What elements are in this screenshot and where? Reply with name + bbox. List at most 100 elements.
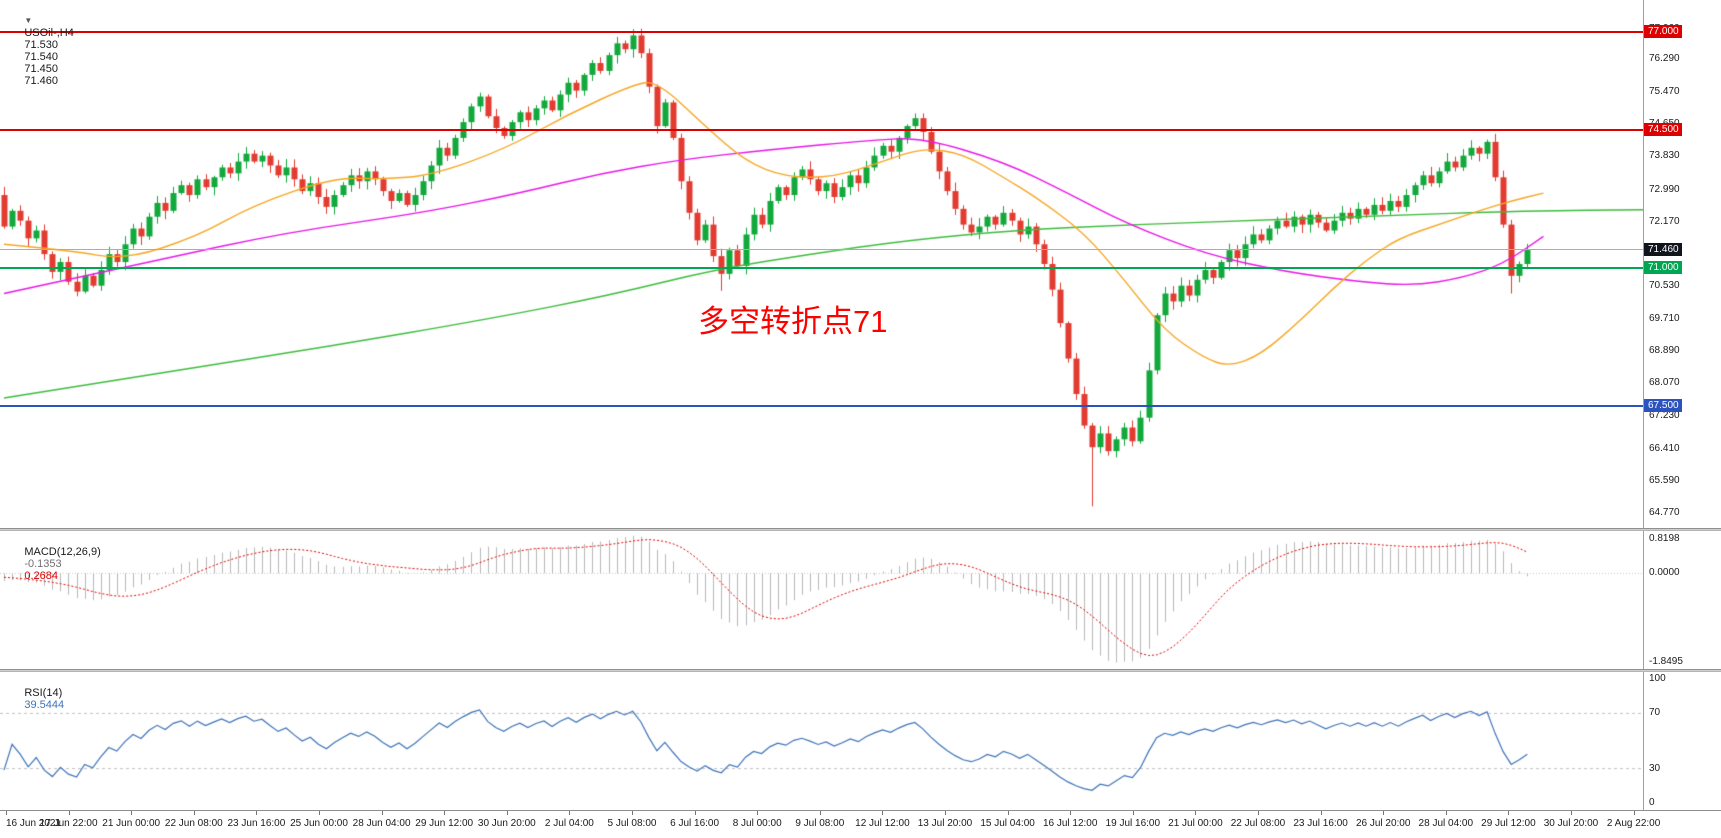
rsi-pane: RSI(14) 39.5444 [0, 672, 1643, 810]
time-tick [1195, 811, 1197, 815]
pane-separator[interactable] [0, 669, 1721, 672]
price-tick-label: 72.170 [1649, 215, 1680, 227]
macd-axis[interactable]: 0.8198 0.0000 -1.8495 [1643, 531, 1721, 669]
price-axis[interactable]: 77.06076.29075.47074.65073.83072.99072.1… [1643, 0, 1721, 528]
price-badge-71.000: 71.000 [1644, 260, 1682, 274]
time-tick [1571, 811, 1572, 815]
rsi-value: 39.5444 [24, 699, 65, 711]
rsi-axis-label: 0 [1649, 797, 1655, 808]
price-tick-label: 76.290 [1649, 53, 1680, 65]
price-tick-label: 64.770 [1649, 507, 1680, 519]
rsi-axis-label: 70 [1649, 707, 1661, 719]
price-tick-label: 68.070 [1649, 377, 1680, 389]
rsi-axis-label: 100 [1649, 673, 1666, 684]
price-tick-label: 75.470 [1649, 85, 1680, 97]
time-axis-label: 16 Jun 2021 [6, 818, 62, 829]
price-tick-label: 73.830 [1649, 150, 1680, 162]
time-tick [256, 811, 258, 815]
rsi-canvas[interactable] [0, 672, 1643, 810]
time-axis-label: 13 Jul 20:00 [917, 818, 973, 829]
time-tick [6, 811, 7, 815]
pane-separator[interactable] [0, 528, 1721, 531]
time-axis-label: 12 Jul 12:00 [855, 818, 910, 829]
macd-axis-label: -1.8495 [1649, 656, 1683, 667]
time-tick [1007, 811, 1009, 815]
time-tick [506, 811, 508, 815]
time-tick [632, 811, 633, 815]
time-axis-label: 21 Jul 00:00 [1168, 818, 1223, 829]
chart-annotation-text[interactable]: 多空转折点71 [698, 304, 888, 339]
price-tick-label: 69.710 [1649, 312, 1680, 324]
time-axis-label: 23 Jun 16:00 [227, 818, 286, 829]
rsi-axis[interactable]: 100 70 30 0 [1643, 672, 1721, 810]
rsi-axis-label: 30 [1649, 762, 1661, 774]
time-tick [757, 811, 759, 815]
symbol-marker-icon: ▼ [24, 16, 33, 25]
time-tick [882, 811, 884, 815]
time-tick [319, 811, 320, 815]
price-tick-label: 68.890 [1649, 345, 1680, 357]
time-tick [193, 811, 195, 815]
time-axis-label: 17 Jun 22:00 [39, 818, 98, 829]
candlestick-chart-canvas[interactable] [0, 0, 1643, 528]
macd-name: MACD(12,26,9) [24, 546, 101, 558]
time-axis-label: 30 Jun 20:00 [477, 818, 536, 829]
macd-axis-label: 0.0000 [1649, 567, 1680, 579]
price-badge-77.000: 77.000 [1644, 24, 1682, 38]
price-tick-label: 70.530 [1649, 280, 1680, 292]
time-tick [1445, 811, 1447, 815]
price-badge-67.500: 67.500 [1644, 398, 1682, 412]
rsi-name: RSI(14) [24, 687, 63, 699]
time-axis-label: 8 Jul 00:00 [732, 818, 782, 829]
time-tick [1070, 811, 1072, 815]
quote-close: 71.460 [24, 75, 58, 87]
symbol-period-label: USOil-,H4 [24, 27, 74, 39]
quote-low: 71.450 [24, 63, 58, 75]
time-tick [569, 811, 571, 815]
time-tick [131, 811, 133, 815]
time-tick [694, 811, 696, 815]
time-tick [1258, 811, 1259, 815]
time-axis-label: 23 Jul 16:00 [1293, 818, 1348, 829]
macd-canvas[interactable] [0, 531, 1643, 669]
time-axis-label: 5 Jul 08:00 [607, 818, 657, 829]
macd-pane: MACD(12,26,9) -0.1353 0.2684 [0, 531, 1643, 669]
price-badge-74.500: 74.500 [1644, 123, 1682, 137]
price-tick-label: 72.990 [1649, 183, 1680, 195]
time-axis-label: 26 Jul 20:00 [1355, 818, 1411, 829]
time-tick [1383, 811, 1385, 815]
time-axis-label: 21 Jun 00:00 [102, 818, 161, 829]
macd-signal-value: 0.2684 [24, 570, 58, 582]
price-tick-label: 67.230 [1649, 410, 1680, 422]
time-tick [381, 811, 383, 815]
main-chart-pane: ▼ USOil-,H4 71.530 71.540 71.450 71.460 … [0, 0, 1643, 528]
time-tick [1132, 811, 1134, 815]
time-axis-label: 6 Jul 16:00 [670, 818, 720, 829]
time-tick [444, 811, 446, 815]
time-tick [819, 811, 821, 815]
price-tick-label: 66.410 [1649, 442, 1680, 454]
time-axis-label: 29 Jul 12:00 [1481, 818, 1536, 829]
time-axis-label: 2 Jul 04:00 [544, 818, 594, 829]
macd-axis-label: 0.8198 [1649, 533, 1680, 544]
rsi-indicator-label: RSI(14) 39.5444 [6, 675, 67, 723]
time-axis-label: 22 Jul 08:00 [1230, 818, 1286, 829]
time-tick [68, 811, 70, 815]
time-tick [1320, 811, 1322, 815]
time-tick [1508, 811, 1510, 815]
macd-main-value: -0.1353 [24, 558, 62, 570]
quote-open: 71.530 [24, 39, 58, 51]
time-axis-label: 19 Jul 16:00 [1105, 818, 1161, 829]
time-axis-label: 22 Jun 08:00 [164, 818, 223, 829]
time-axis[interactable]: 16 Jun 2021 17 Jun 22:00 21 Jun 00:00 22 Ju… [0, 810, 1721, 838]
time-axis-label: 30 Jul 20:00 [1543, 818, 1599, 829]
macd-indicator-label: MACD(12,26,9) -0.1353 0.2684 [6, 534, 104, 594]
price-badge-71.460: 71.460 [1644, 242, 1682, 256]
time-tick [1633, 811, 1635, 815]
chart-symbol-info: ▼ USOil-,H4 71.530 71.540 71.450 71.460 [6, 3, 77, 99]
price-tick-label: 65.590 [1649, 475, 1680, 487]
time-tick [945, 811, 946, 815]
time-axis-label: 28 Jul 04:00 [1418, 818, 1474, 829]
time-axis-label: 2 Aug 22:00 [1606, 818, 1661, 829]
time-axis-label: 9 Jul 08:00 [795, 818, 845, 829]
